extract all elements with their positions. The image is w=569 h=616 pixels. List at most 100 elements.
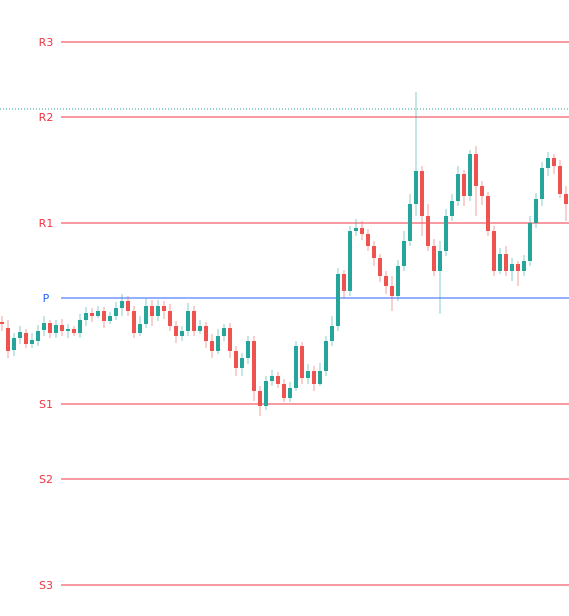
candle	[210, 334, 214, 358]
candle	[108, 312, 112, 324]
candle-body	[510, 264, 514, 271]
candle-body	[252, 341, 256, 391]
candle-body	[396, 266, 400, 296]
candle-body	[282, 384, 286, 398]
candle	[546, 152, 550, 176]
candle	[300, 342, 304, 384]
candle	[90, 308, 94, 322]
candle-body	[420, 171, 424, 216]
candle-body	[372, 246, 376, 258]
candle-body	[204, 326, 208, 341]
level-label-s3: S3	[39, 579, 53, 592]
candle	[366, 229, 370, 251]
candle	[228, 323, 232, 358]
candle	[120, 294, 124, 316]
candle-body	[216, 336, 220, 351]
candle	[510, 258, 514, 281]
candle-body	[198, 326, 202, 331]
candle	[480, 181, 484, 205]
candle-body	[450, 201, 454, 216]
candle	[324, 336, 328, 376]
candle-body	[546, 158, 550, 168]
candle	[48, 320, 52, 338]
candle	[36, 325, 40, 346]
candle	[6, 320, 10, 358]
candle	[126, 296, 130, 316]
candle	[12, 333, 16, 356]
candle	[540, 162, 544, 206]
candle	[438, 241, 442, 314]
candle	[192, 306, 196, 336]
candle-body	[414, 171, 418, 204]
candle-body	[174, 326, 178, 336]
candle	[414, 92, 418, 216]
candle-body	[474, 154, 478, 186]
candle	[456, 166, 460, 206]
candle-body	[24, 333, 28, 344]
candle	[24, 329, 28, 348]
candle	[528, 216, 532, 266]
candle-body	[120, 301, 124, 308]
candle-body	[318, 371, 322, 384]
candle	[474, 146, 478, 216]
candle	[156, 300, 160, 321]
candle	[252, 336, 256, 401]
candle-body	[534, 199, 538, 223]
candle	[306, 364, 310, 384]
level-label-s2: S2	[39, 473, 53, 486]
candle-body	[150, 306, 154, 316]
candle	[498, 248, 502, 274]
candle	[198, 320, 202, 334]
candle	[276, 372, 280, 388]
candle-body	[486, 196, 490, 231]
candle	[114, 302, 118, 320]
candle-body	[240, 358, 244, 368]
candlesticks	[0, 92, 568, 416]
candle	[450, 194, 454, 221]
candle	[150, 300, 154, 326]
candle	[294, 341, 298, 391]
candle-body	[336, 274, 340, 326]
candle	[270, 370, 274, 386]
candle-body	[276, 376, 280, 384]
candle-body	[294, 346, 298, 388]
candle-body	[522, 261, 526, 271]
candle-body	[144, 306, 148, 324]
candle	[222, 324, 226, 341]
candle-body	[60, 325, 64, 331]
candle-body	[432, 246, 436, 271]
candle	[354, 219, 358, 236]
candle	[168, 304, 172, 331]
candle-body	[456, 174, 460, 201]
candle-body	[48, 323, 52, 333]
candle-body	[186, 311, 190, 331]
candle	[486, 192, 490, 236]
candle-body	[180, 331, 184, 336]
candle-body	[426, 216, 430, 246]
level-label-s1: S1	[39, 398, 53, 411]
candle-body	[330, 326, 334, 341]
candle	[534, 193, 538, 228]
pivot-levels: R3 R2 R1 P S1 S2 S3	[0, 36, 569, 592]
candle-body	[270, 376, 274, 381]
candle-body	[444, 216, 448, 251]
candle	[552, 154, 556, 174]
candle-body	[222, 328, 226, 336]
candle-body	[300, 346, 304, 378]
candle-body	[228, 328, 232, 351]
candle	[258, 386, 262, 416]
candle	[18, 326, 22, 344]
candle-body	[156, 306, 160, 316]
candle-body	[192, 311, 196, 331]
candle	[360, 221, 364, 240]
candle	[102, 307, 106, 328]
candle	[390, 276, 394, 311]
candle-body	[84, 313, 88, 320]
candle-body	[348, 231, 352, 291]
candle-body	[168, 311, 172, 326]
candle	[246, 336, 250, 364]
candle-body	[552, 158, 556, 166]
candle-body	[6, 328, 10, 351]
candle	[174, 321, 178, 343]
